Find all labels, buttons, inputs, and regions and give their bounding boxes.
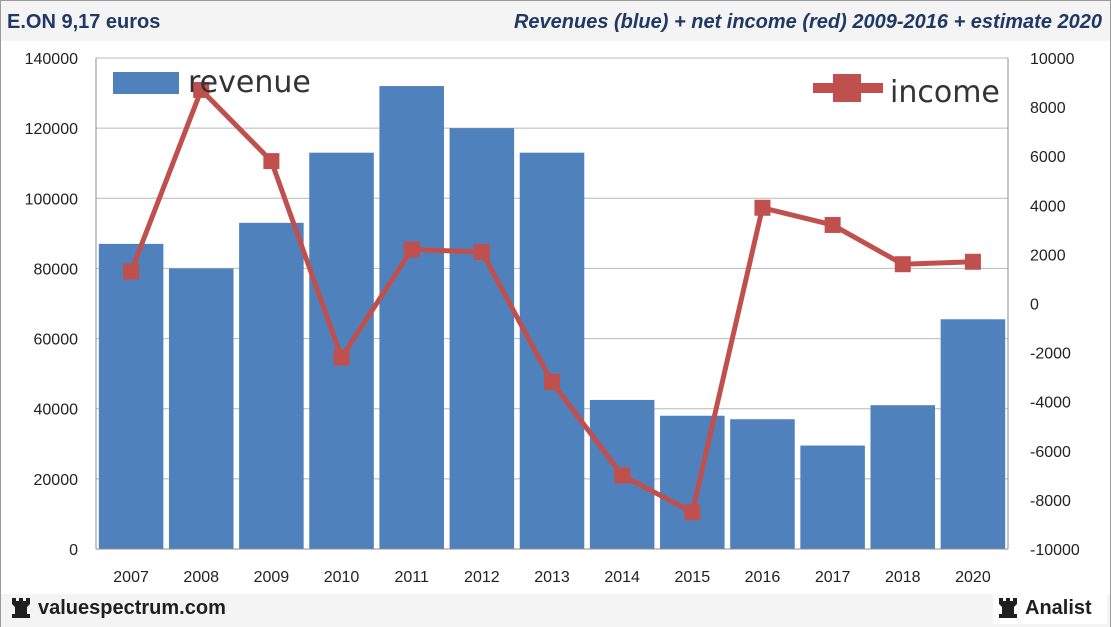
right-tick-label: 4000 bbox=[1030, 198, 1066, 215]
analist-brand: Analist bbox=[993, 592, 1107, 624]
x-tick-label: 2015 bbox=[675, 569, 711, 586]
right-tick-label: -6000 bbox=[1030, 444, 1071, 461]
revenue-bar bbox=[449, 128, 515, 549]
revenue-bar bbox=[239, 222, 304, 550]
right-tick-label: -10000 bbox=[1030, 542, 1080, 559]
x-tick-label: 2009 bbox=[254, 569, 290, 586]
x-tick-label: 2010 bbox=[324, 569, 360, 586]
right-tick-label: 8000 bbox=[1030, 100, 1066, 117]
revenue-bar bbox=[940, 319, 1006, 549]
income-marker bbox=[614, 467, 631, 484]
legend-income-label: income bbox=[890, 75, 1000, 110]
x-tick-label: 2014 bbox=[604, 569, 640, 586]
revenue-bar bbox=[168, 268, 234, 549]
revenue-bars bbox=[98, 86, 1006, 550]
left-tick-label: 80000 bbox=[34, 261, 79, 278]
legend-revenue-swatch bbox=[113, 72, 179, 94]
revenue-bar bbox=[519, 152, 585, 549]
legend: revenue income bbox=[113, 65, 1000, 110]
x-tick-label: 2008 bbox=[183, 569, 219, 586]
income-marker bbox=[754, 199, 771, 216]
x-tick-label: 2017 bbox=[815, 569, 851, 586]
x-tick-label: 2020 bbox=[955, 569, 991, 586]
right-tick-label: 10000 bbox=[1030, 51, 1075, 68]
x-tick-label: 2011 bbox=[394, 569, 429, 586]
legend-income-marker bbox=[833, 74, 861, 102]
left-tick-label: 40000 bbox=[34, 402, 79, 419]
right-tick-label: -4000 bbox=[1030, 395, 1071, 412]
chart-description-title: Revenues (blue) + net income (red) 2009-… bbox=[513, 11, 1102, 33]
income-line-series bbox=[123, 81, 981, 521]
revenue-bar bbox=[730, 419, 795, 549]
right-tick-label: -2000 bbox=[1030, 346, 1071, 363]
site-brand: valuespectrum.com bbox=[10, 595, 226, 621]
left-tick-label: 60000 bbox=[34, 332, 79, 349]
rook-icon bbox=[999, 598, 1017, 618]
brand-name: Analist bbox=[1025, 596, 1092, 619]
rook-icon bbox=[12, 598, 30, 618]
x-tick-label: 2016 bbox=[745, 569, 781, 586]
x-tick-label: 2007 bbox=[113, 569, 149, 586]
right-tick-label: -8000 bbox=[1030, 493, 1071, 510]
left-tick-label: 20000 bbox=[34, 472, 79, 489]
stock-price-title: E.ON 9,17 euros bbox=[7, 11, 161, 33]
x-tick-label: 2018 bbox=[885, 569, 921, 586]
x-tick-label: 2012 bbox=[464, 569, 500, 586]
income-marker bbox=[824, 216, 841, 233]
left-tick-label: 0 bbox=[69, 542, 78, 559]
income-marker bbox=[263, 153, 280, 170]
income-marker bbox=[544, 374, 560, 391]
left-tick-label: 140000 bbox=[25, 51, 78, 68]
income-marker bbox=[403, 241, 420, 258]
right-tick-label: 6000 bbox=[1030, 149, 1066, 166]
income-marker bbox=[123, 263, 140, 280]
left-tick-label: 120000 bbox=[25, 121, 78, 138]
revenue-bar bbox=[870, 405, 936, 549]
footer-bar bbox=[1, 594, 1110, 627]
legend-revenue-label: revenue bbox=[188, 65, 311, 100]
income-marker bbox=[473, 243, 490, 260]
revenue-bar bbox=[660, 415, 725, 549]
site-name: valuespectrum.com bbox=[38, 596, 226, 619]
right-tick-label: 0 bbox=[1030, 297, 1039, 314]
revenue-bar bbox=[800, 445, 865, 549]
income-marker bbox=[684, 504, 701, 521]
revenue-bar bbox=[379, 86, 444, 550]
axes: 020000400006000080000100000120000140000-… bbox=[25, 51, 1080, 586]
header-bar: E.ON 9,17 euros Revenues (blue) + net in… bbox=[1, 1, 1110, 41]
income-marker bbox=[333, 349, 350, 366]
x-tick-label: 2013 bbox=[534, 569, 570, 586]
income-marker bbox=[894, 256, 911, 273]
income-marker bbox=[193, 81, 210, 98]
income-marker bbox=[964, 253, 981, 270]
revenue-bar bbox=[98, 243, 164, 549]
right-tick-label: 2000 bbox=[1030, 247, 1066, 264]
left-tick-label: 100000 bbox=[25, 191, 78, 208]
